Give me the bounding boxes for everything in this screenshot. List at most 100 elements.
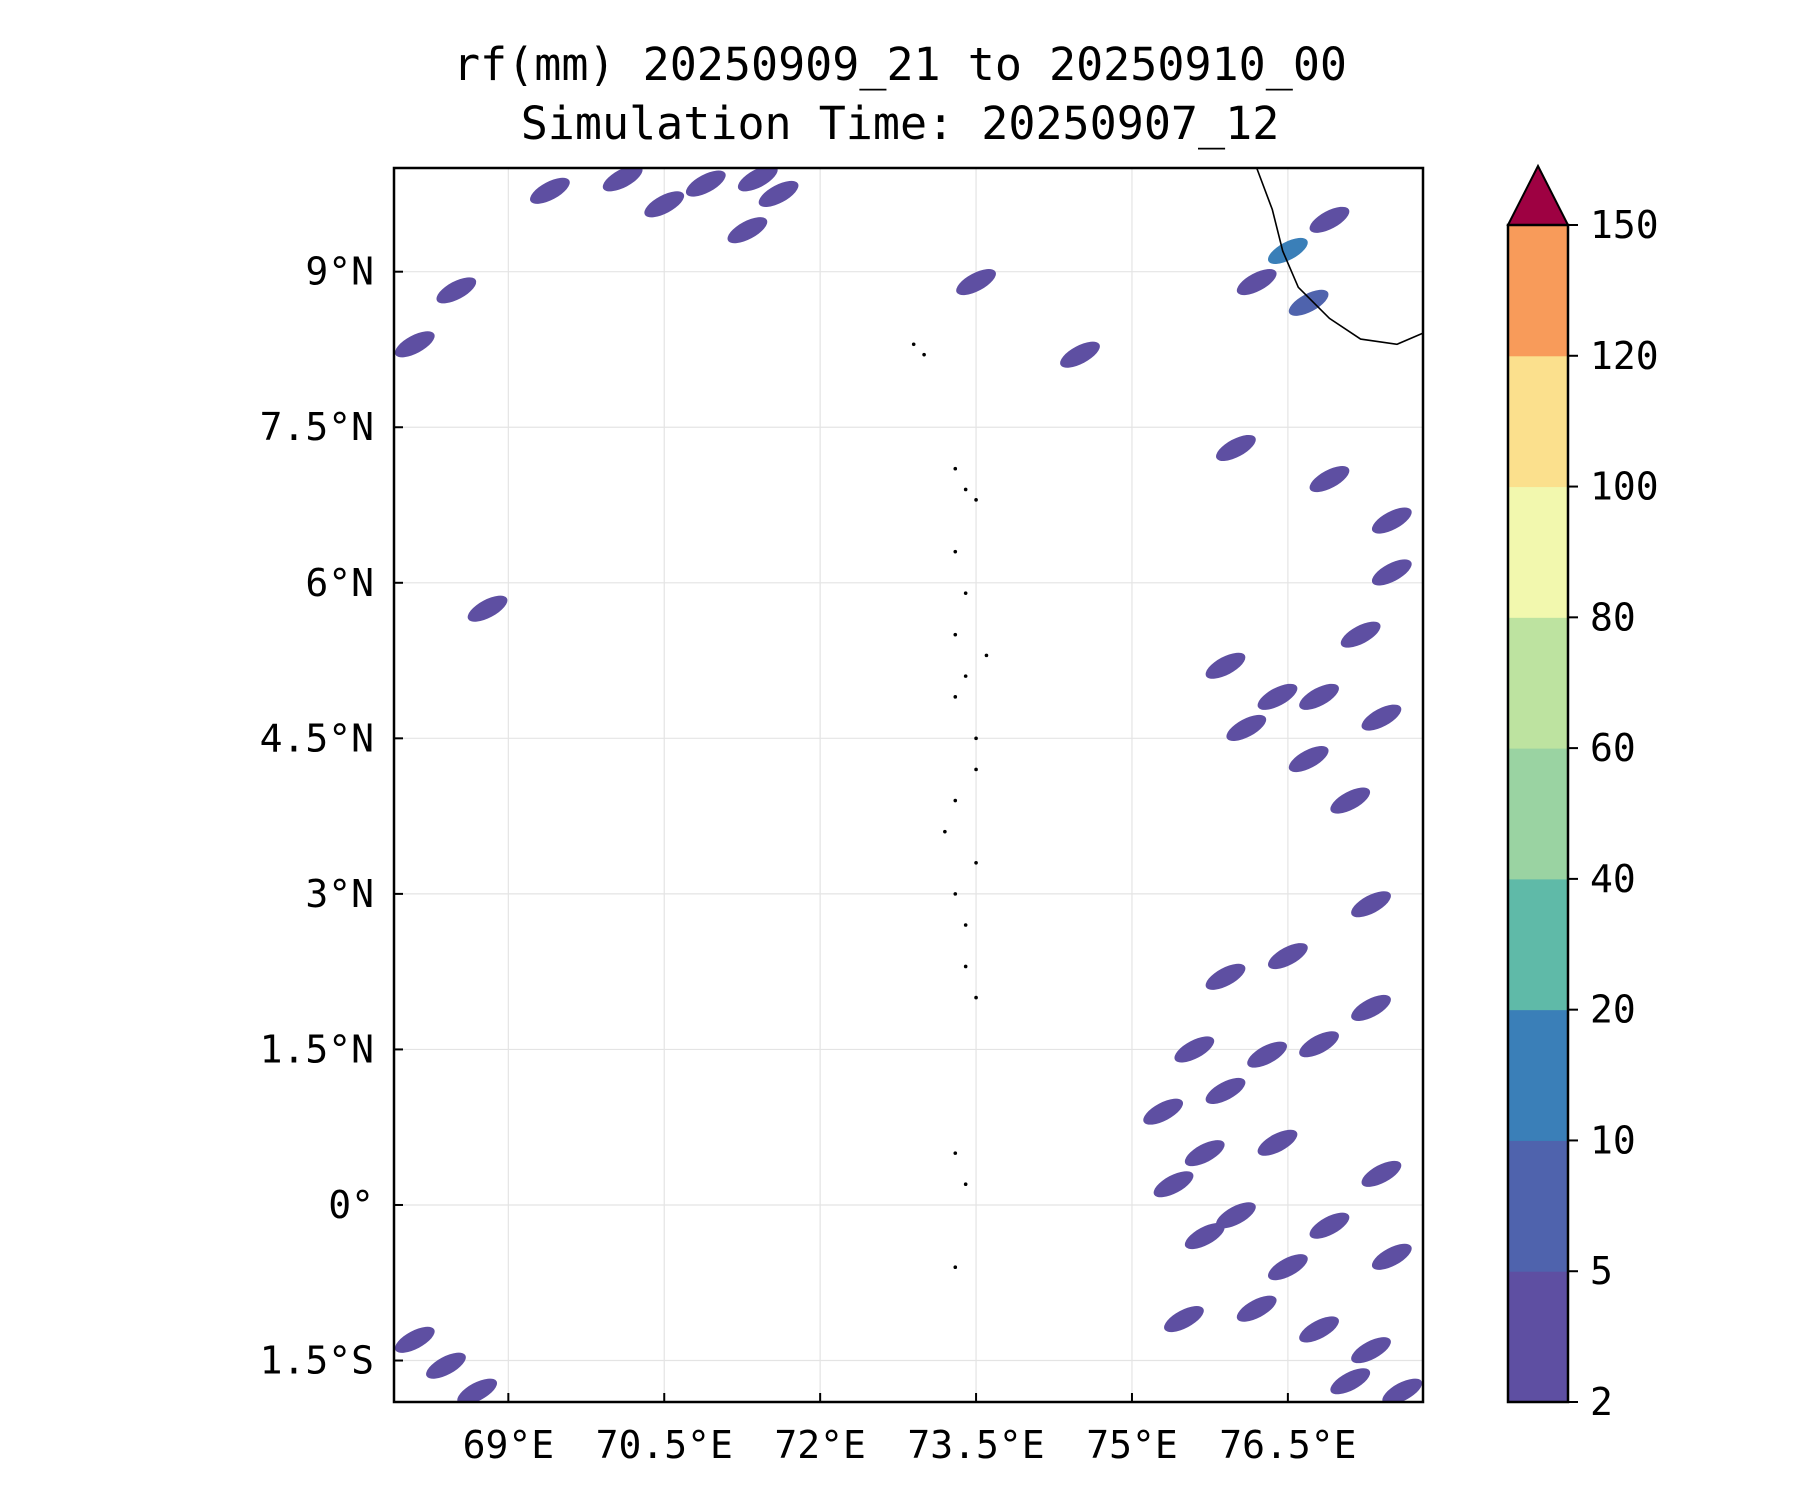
y-tick-label: 7.5°N — [260, 405, 374, 449]
x-tick-label: 76.5°E — [1219, 1423, 1356, 1467]
colorbar-tick-label: 10 — [1590, 1118, 1636, 1162]
rain-cell — [1309, 466, 1350, 493]
y-tick-label: 3°N — [305, 872, 374, 916]
island-dot — [963, 487, 968, 492]
rain-cell — [1060, 341, 1100, 368]
island-dot — [953, 549, 958, 554]
rain-cell — [1257, 683, 1298, 710]
rain-cell — [1143, 1098, 1184, 1125]
rain-cell — [1216, 434, 1256, 462]
rain-cell — [1309, 206, 1350, 233]
colorbar-segment — [1508, 355, 1568, 488]
island-dot — [974, 767, 978, 772]
rain-cell — [1174, 1036, 1215, 1063]
rain-cell — [1267, 1254, 1308, 1281]
island-dot — [984, 653, 989, 658]
rain-cell — [1184, 1140, 1225, 1167]
island-dot — [953, 466, 958, 471]
island-dot — [953, 632, 958, 637]
colorbar-tick-label: 5 — [1590, 1249, 1613, 1293]
rain-cell — [1299, 1316, 1339, 1343]
rain-cell — [1351, 1337, 1391, 1364]
rain-cell — [436, 277, 477, 304]
rain-cell — [1340, 621, 1381, 648]
colorbar: 2 5 10 20 40 60 80 100 120 150 — [1506, 163, 1659, 1424]
colorbar-tick-label: 20 — [1590, 988, 1636, 1032]
rain-cell — [1267, 943, 1308, 970]
rain-cell — [1247, 1041, 1287, 1068]
island-dot — [963, 923, 968, 927]
x-tick-label: 72°E — [774, 1423, 866, 1467]
island-dot — [963, 591, 968, 595]
island-dot — [974, 995, 978, 1000]
rain-cell — [685, 170, 726, 197]
colorbar-frame — [1506, 223, 1570, 1404]
colorbar-segment — [1508, 1271, 1568, 1403]
colorbar-tick-label: 60 — [1590, 726, 1636, 770]
rain-cell — [1267, 237, 1308, 264]
rain-cell — [394, 1326, 435, 1353]
rain-cell — [1371, 507, 1412, 534]
colorbar-tick-label: 100 — [1590, 465, 1659, 509]
island-dot — [963, 674, 968, 678]
y-tick-label: 1.5°S — [260, 1339, 374, 1383]
rain-cell — [426, 1352, 466, 1379]
rain-cell — [727, 217, 768, 244]
colorbar-segment — [1508, 1009, 1568, 1141]
rain-cell — [1216, 1202, 1256, 1229]
island-dot — [953, 892, 958, 896]
colorbar-tick-label: 2 — [1590, 1380, 1613, 1424]
colorbar-segment — [1508, 1140, 1568, 1272]
rain-cell — [1330, 787, 1371, 814]
x-tick-label: 73.5°E — [907, 1423, 1044, 1467]
island-dot — [963, 964, 968, 969]
rain-cell — [1226, 714, 1267, 741]
colorbar-tick-label: 80 — [1590, 595, 1636, 639]
rain-cell — [737, 168, 778, 192]
rain-cell — [956, 269, 996, 296]
island-dot — [953, 695, 958, 699]
rain-cell — [1309, 1212, 1350, 1239]
chart-subtitle: Simulation Time: 20250907_12 — [520, 97, 1280, 150]
rain-cell — [1299, 683, 1339, 710]
rain-cell — [1236, 1295, 1277, 1322]
rain-cell — [1330, 1368, 1371, 1395]
rain-cell — [1205, 1077, 1246, 1104]
rain-cell — [1371, 559, 1412, 586]
x-axis: 69°E 70.5°E 72°E 73.5°E 75°E 76.5°E — [463, 1393, 1357, 1467]
colorbar-tick-label: 150 — [1590, 203, 1659, 247]
island-dot — [943, 829, 947, 834]
coastline-india — [1255, 168, 1423, 346]
rain-cell — [602, 168, 643, 192]
x-tick-label: 69°E — [463, 1423, 555, 1467]
colorbar-segment — [1508, 486, 1568, 618]
rain-cell — [1299, 1031, 1339, 1058]
y-tick-label: 9°N — [305, 250, 374, 294]
rain-cell — [1153, 1171, 1194, 1198]
island-dot — [953, 1265, 958, 1269]
x-tick-label: 75°E — [1086, 1423, 1178, 1467]
rain-cell — [1361, 1160, 1402, 1187]
y-axis: 1.5°S 0° 1.5°N 3°N 4.5°N 6°N 7.5°N 9°N — [260, 250, 403, 1383]
rain-cell — [1361, 704, 1402, 731]
rainfall-field — [394, 168, 1423, 1402]
colorbar-segment — [1508, 878, 1568, 1011]
rain-cell — [1205, 652, 1246, 679]
rain-cell — [1257, 1129, 1298, 1156]
colorbar-segment — [1508, 225, 1568, 357]
rain-cell — [644, 191, 685, 218]
island-dot — [974, 498, 978, 502]
y-tick-label: 6°N — [305, 561, 374, 605]
rain-cell — [457, 1378, 498, 1402]
colorbar-extend-arrow — [1506, 163, 1570, 226]
x-tick-label: 70.5°E — [596, 1423, 733, 1467]
colorbar-segment — [1508, 617, 1568, 749]
rain-cell — [1351, 994, 1391, 1021]
plot-area — [394, 168, 1423, 1402]
island-dot — [974, 860, 978, 865]
rain-cell — [1184, 1223, 1225, 1250]
coastline — [911, 168, 1423, 1269]
rain-cell — [758, 180, 799, 207]
rain-cell — [1288, 289, 1329, 316]
